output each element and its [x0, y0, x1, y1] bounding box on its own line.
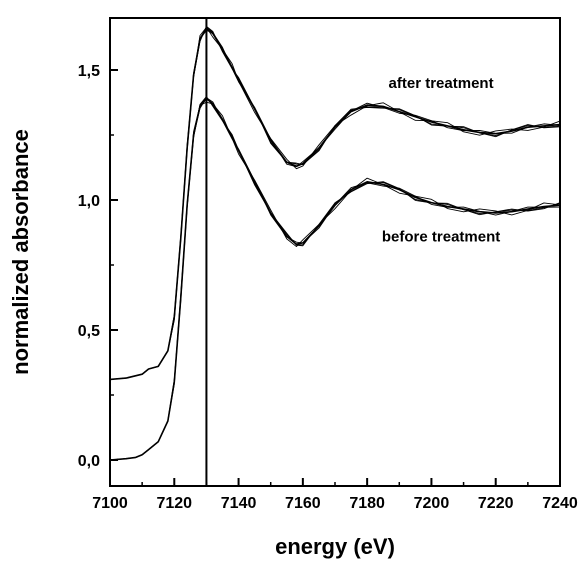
y-tick-label: 0,5 [78, 323, 100, 340]
x-axis-title: energy (eV) [275, 534, 395, 559]
y-tick-label: 1,5 [78, 63, 100, 80]
x-tick-label: 7100 [92, 495, 128, 512]
x-axis-ticks: 7100 7120 7140 7160 7180 7200 7220 7240 [92, 478, 578, 512]
y-tick-label: 1,0 [78, 193, 100, 210]
y-tick-label: 0,0 [78, 453, 100, 470]
series-annotation: after treatment [389, 75, 494, 92]
x-tick-label: 7200 [414, 495, 450, 512]
x-tick-label: 7180 [349, 495, 385, 512]
series-layer [109, 25, 561, 461]
annotations: after treatment before treatment [382, 75, 500, 245]
series-line-1-scan-4 [109, 96, 561, 461]
x-tick-label: 7160 [285, 495, 321, 512]
x-tick-label: 7240 [542, 495, 578, 512]
plot-area: 7100 7120 7140 7160 7180 7200 7220 7240 0,0 0,5 1… [78, 17, 578, 512]
x-tick-label: 7120 [156, 495, 192, 512]
x-tick-label: 7220 [478, 495, 514, 512]
x-tick-label: 7140 [221, 495, 257, 512]
y-axis-title: normalized absorbance [8, 129, 33, 375]
series-line-0-scan-4 [109, 25, 561, 380]
series-annotation: before treatment [382, 229, 500, 246]
y-axis-ticks: 0,0 0,5 1,0 1,5 [78, 63, 118, 470]
